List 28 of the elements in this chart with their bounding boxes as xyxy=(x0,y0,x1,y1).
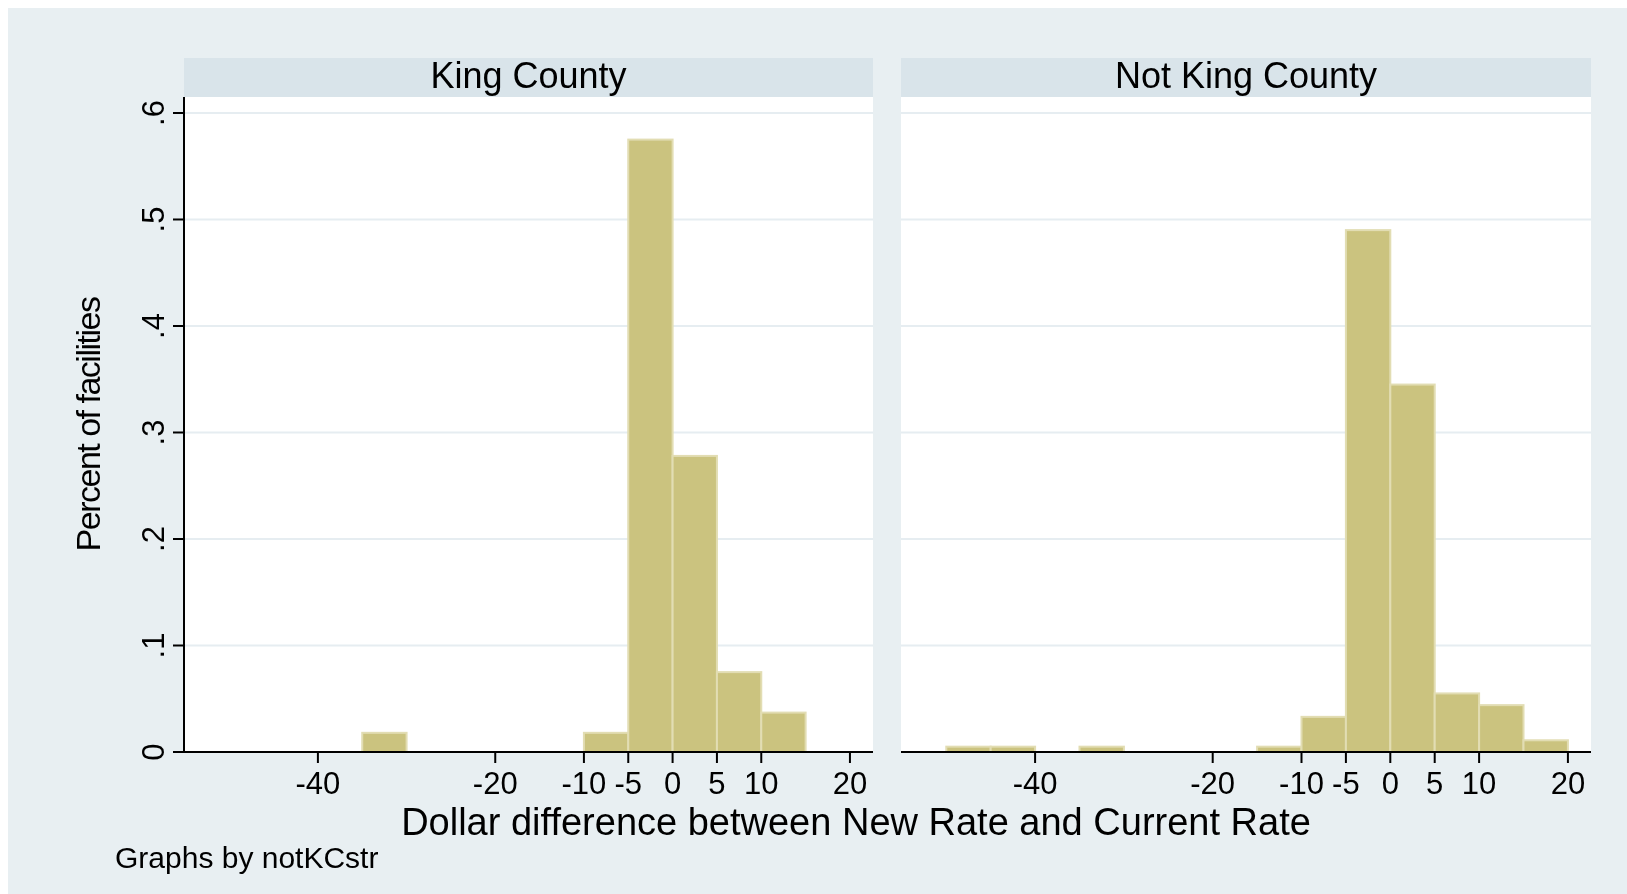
x-tick-label: 0 xyxy=(1381,766,1399,801)
x-axis-title: Dollar difference between New Rate and Current Rate xyxy=(401,801,1311,843)
y-tick-label: 0 xyxy=(136,743,171,761)
y-tick-label: .6 xyxy=(136,100,171,126)
text: Graphs by notKCstr xyxy=(115,841,379,874)
y-tick-label: .5 xyxy=(136,206,171,233)
x-tick-label: 20 xyxy=(832,766,868,801)
x-tick-label: -5 xyxy=(614,766,643,801)
x-tick-label: 20 xyxy=(1550,766,1586,801)
x-tick-label: 5 xyxy=(708,766,726,801)
y-tick-label: .3 xyxy=(136,419,171,446)
x-tick-label: 10 xyxy=(1461,766,1497,801)
x-tick-label: 5 xyxy=(1426,766,1444,801)
x-tick-label: -10 xyxy=(561,766,607,801)
x-tick-label: -5 xyxy=(1332,766,1360,801)
y-axis-title: Percent of facilities xyxy=(69,297,107,552)
x-tick-label: -20 xyxy=(1190,766,1236,801)
chart-title: Not King County xyxy=(1114,55,1378,96)
x-tick-label: -40 xyxy=(295,766,341,801)
x-tick-label: 10 xyxy=(744,766,779,801)
x-tick-label: -10 xyxy=(1279,766,1324,801)
chart-title: King County xyxy=(430,55,627,96)
x-tick-label: 0 xyxy=(663,766,682,801)
y-tick-label: .1 xyxy=(136,632,171,659)
y-tick-label: .4 xyxy=(136,313,171,339)
y-tick-label: .2 xyxy=(136,526,171,552)
x-tick-label: -20 xyxy=(472,766,518,801)
x-tick-label: -40 xyxy=(1012,766,1058,801)
